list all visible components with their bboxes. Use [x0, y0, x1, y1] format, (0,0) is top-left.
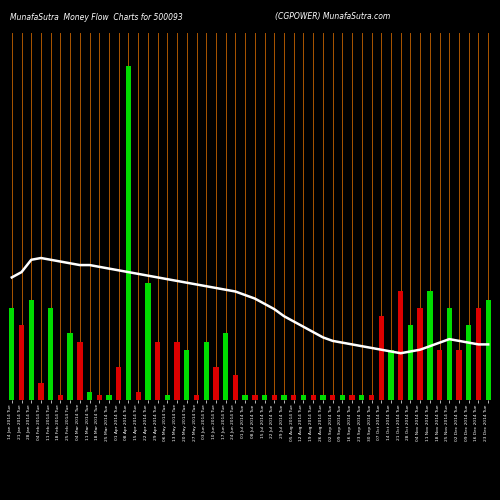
- Bar: [476, 308, 481, 400]
- Bar: [174, 342, 180, 400]
- Bar: [408, 325, 413, 400]
- Bar: [369, 395, 374, 400]
- Bar: [106, 395, 112, 400]
- Bar: [378, 316, 384, 400]
- Bar: [184, 350, 190, 400]
- Bar: [388, 350, 394, 400]
- Bar: [456, 350, 462, 400]
- Bar: [136, 392, 141, 400]
- Bar: [350, 395, 355, 400]
- Text: MunafaSutra  Money Flow  Charts for 500093: MunafaSutra Money Flow Charts for 500093: [10, 12, 183, 22]
- Bar: [77, 342, 82, 400]
- Bar: [398, 292, 404, 400]
- Bar: [418, 308, 423, 400]
- Bar: [214, 366, 218, 400]
- Bar: [48, 308, 54, 400]
- Bar: [204, 342, 209, 400]
- Bar: [96, 395, 102, 400]
- Bar: [116, 366, 121, 400]
- Bar: [272, 395, 277, 400]
- Bar: [164, 395, 170, 400]
- Bar: [9, 308, 15, 400]
- Bar: [145, 283, 150, 400]
- Bar: [19, 325, 24, 400]
- Bar: [126, 66, 131, 400]
- Bar: [38, 384, 44, 400]
- Bar: [232, 375, 238, 400]
- Bar: [359, 395, 364, 400]
- Bar: [87, 392, 92, 400]
- Bar: [282, 395, 286, 400]
- Bar: [310, 395, 316, 400]
- Bar: [340, 395, 345, 400]
- Bar: [427, 292, 432, 400]
- Bar: [242, 395, 248, 400]
- Bar: [446, 308, 452, 400]
- Bar: [223, 333, 228, 400]
- Bar: [486, 300, 491, 400]
- Bar: [194, 395, 199, 400]
- Bar: [330, 395, 336, 400]
- Bar: [252, 395, 258, 400]
- Text: (CGPOWER) MunafaSutra.com: (CGPOWER) MunafaSutra.com: [275, 12, 390, 22]
- Bar: [68, 333, 73, 400]
- Bar: [28, 300, 34, 400]
- Bar: [291, 395, 296, 400]
- Bar: [301, 395, 306, 400]
- Bar: [466, 325, 471, 400]
- Bar: [155, 342, 160, 400]
- Bar: [262, 395, 268, 400]
- Bar: [58, 395, 63, 400]
- Bar: [437, 350, 442, 400]
- Bar: [320, 395, 326, 400]
